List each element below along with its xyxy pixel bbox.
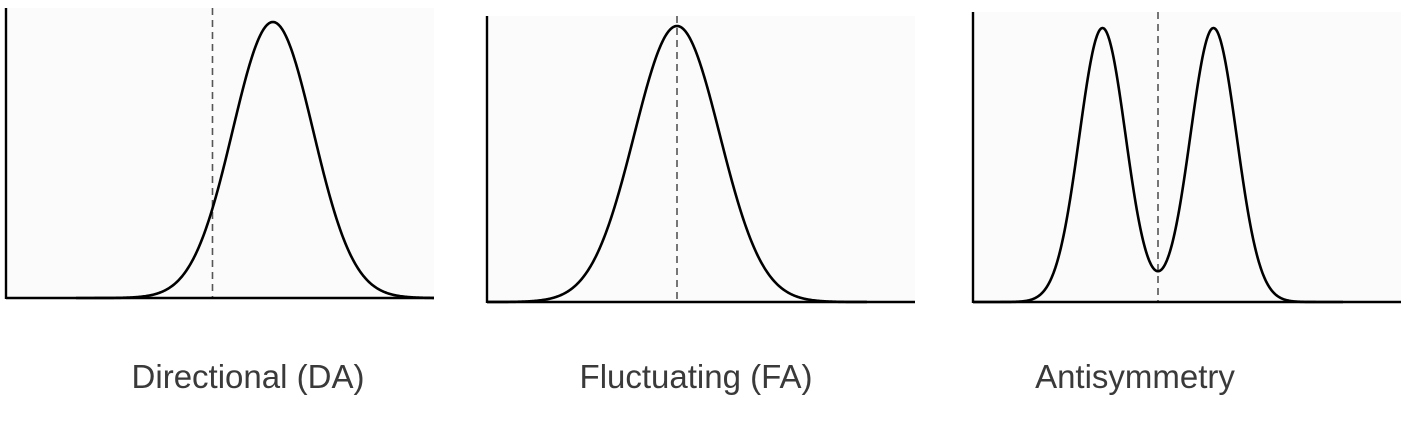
panel-antisymmetry: [971, 10, 1403, 306]
caption-directional: Directional (DA): [131, 358, 365, 395]
chart-antisymmetry: [971, 12, 1401, 304]
distribution-curve: [486, 24, 868, 304]
plot-background: [6, 8, 434, 298]
caption-fluctuating: Fluctuating (FA): [579, 358, 813, 395]
plot-background: [487, 16, 915, 302]
caption-antisymmetry: Antisymmetry: [1035, 358, 1235, 395]
distribution-curve: [972, 26, 1344, 304]
panel-fluctuating: [485, 14, 917, 306]
panel-directional: [4, 0, 436, 305]
chart-directional: [4, 8, 435, 300]
chart-fluctuating: [485, 16, 915, 304]
